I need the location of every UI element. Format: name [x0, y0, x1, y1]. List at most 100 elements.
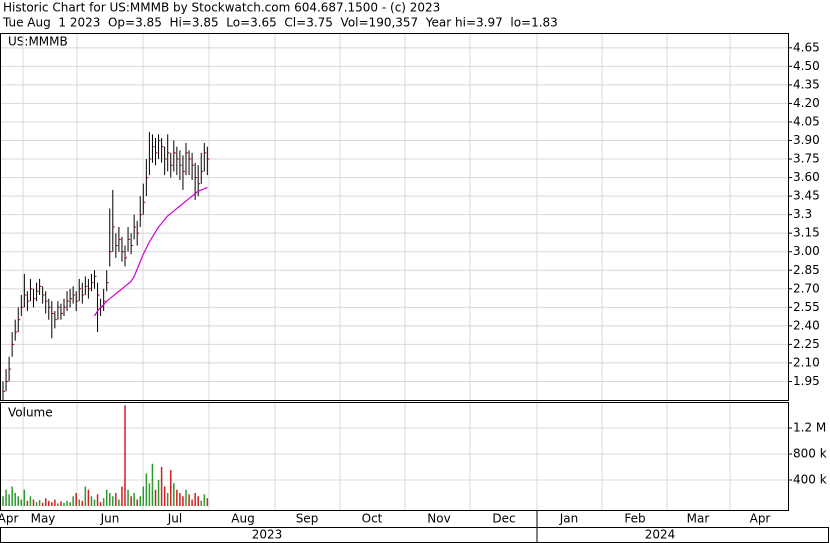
volume-bar: [112, 496, 114, 506]
volume-bar: [29, 496, 32, 506]
volume-bar: [109, 493, 111, 506]
volume-bar: [20, 499, 23, 506]
symbol-label: US:MMMB: [8, 35, 68, 49]
volume-bar: [84, 486, 87, 506]
volume-bar: [151, 463, 154, 506]
volume-bar: [163, 486, 166, 506]
y-tick-label: 3.15: [793, 226, 820, 240]
y-tick-label: 2.40: [793, 318, 820, 332]
volume-bar: [11, 486, 13, 506]
volume-bar: [17, 496, 19, 506]
y-tick-label: 3.45: [793, 189, 820, 203]
x-tick-label: Jun: [100, 512, 120, 526]
volume-bar: [90, 496, 93, 506]
chart-title: Historic Chart for US:MMMB by Stockwatch…: [3, 1, 440, 15]
volume-bar: [154, 489, 157, 506]
volume-bar: [185, 489, 187, 506]
x-tick-label: Nov: [427, 512, 450, 526]
volume-bar: [142, 486, 145, 506]
volume-bar: [66, 500, 68, 506]
x-tick-label: Apr: [750, 512, 771, 526]
volume-bar: [118, 499, 120, 506]
volume-bar: [166, 493, 169, 506]
y-tick-label: 2.55: [793, 300, 820, 314]
volume-bar: [157, 480, 160, 506]
chart-subtitle: Tue Aug 1 2023 Op=3.85 Hi=3.85 Lo=3.65 C…: [2, 16, 558, 30]
volume-bar: [44, 498, 47, 506]
volume-bar: [102, 498, 105, 506]
y-tick-label: 4.50: [793, 59, 820, 73]
y-tick-label: 4.65: [793, 40, 820, 54]
volume-bar: [69, 502, 71, 506]
year-label: 2024: [645, 528, 676, 542]
x-tick-label: Jan: [559, 512, 579, 526]
volume-bar: [182, 496, 184, 506]
volume-bar: [136, 499, 138, 506]
volume-bar: [51, 502, 53, 506]
volume-bar: [203, 494, 206, 506]
volume-bar: [197, 496, 199, 506]
y-tick-label: 2.25: [793, 337, 820, 351]
y-tick-label: 2.85: [793, 263, 820, 277]
volume-bar: [179, 493, 181, 506]
volume-bar: [41, 502, 44, 506]
volume-bar: [60, 501, 62, 506]
volume-bar: [160, 467, 163, 506]
volume-bar: [54, 499, 56, 506]
volume-bar: [200, 500, 202, 506]
volume-bar: [105, 489, 108, 506]
x-tick-label: Jul: [167, 512, 182, 526]
y-tick-label: 3.3: [793, 207, 812, 221]
volume-bar: [23, 489, 26, 506]
volume-bar: [5, 489, 7, 506]
y-tick-label: 3.00: [793, 244, 820, 258]
volume-bar: [148, 483, 151, 506]
volume-bar: [173, 483, 175, 506]
volume-bar: [78, 499, 80, 506]
y-tick-label: 2.10: [793, 355, 820, 369]
x-tick-label: Sep: [296, 512, 319, 526]
volume-bar: [121, 486, 123, 506]
year-label: 2023: [252, 528, 283, 542]
volume-bar: [96, 494, 99, 506]
volume-tick-label: 1.2 M: [793, 421, 826, 435]
volume-bar: [194, 493, 196, 506]
volume-bar: [72, 496, 74, 506]
volume-bar: [170, 470, 172, 506]
volume-bar: [63, 502, 65, 506]
volume-bar: [188, 494, 190, 506]
x-tick-label: Aug: [231, 512, 254, 526]
price-frame: [0, 33, 789, 401]
y-tick-label: 3.75: [793, 152, 820, 166]
volume-tick-label: 800 k: [793, 447, 827, 461]
volume-label: Volume: [8, 406, 53, 420]
y-tick-label: 1.95: [793, 374, 820, 388]
volume-bar: [75, 493, 77, 506]
volume-bar: [176, 489, 178, 506]
volume-bar: [99, 502, 102, 506]
x-tick-label: Dec: [492, 512, 515, 526]
x-tick-label: May: [31, 512, 56, 526]
y-tick-label: 4.20: [793, 96, 820, 110]
moving-average: [93, 186, 208, 317]
volume-bar: [38, 500, 41, 506]
y-tick-label: 4.35: [793, 77, 820, 91]
x-tick-label: Feb: [624, 512, 645, 526]
volume-bar: [191, 499, 193, 506]
volume-bar: [93, 499, 96, 506]
volume-bar: [206, 498, 209, 506]
volume-frame: [0, 402, 789, 511]
y-tick-label: 2.70: [793, 281, 820, 295]
volume-tick-label: 400 k: [793, 473, 827, 487]
volume-bar: [81, 500, 84, 506]
volume-bar: [130, 496, 132, 506]
volume-bar: [57, 503, 59, 506]
y-tick-label: 3.90: [793, 133, 820, 147]
x-tick-label: Mar: [687, 512, 710, 526]
y-tick-label: 4.05: [793, 114, 820, 128]
volume-bar: [2, 496, 4, 506]
volume-bar: [32, 499, 35, 506]
volume-bar: [8, 494, 10, 506]
